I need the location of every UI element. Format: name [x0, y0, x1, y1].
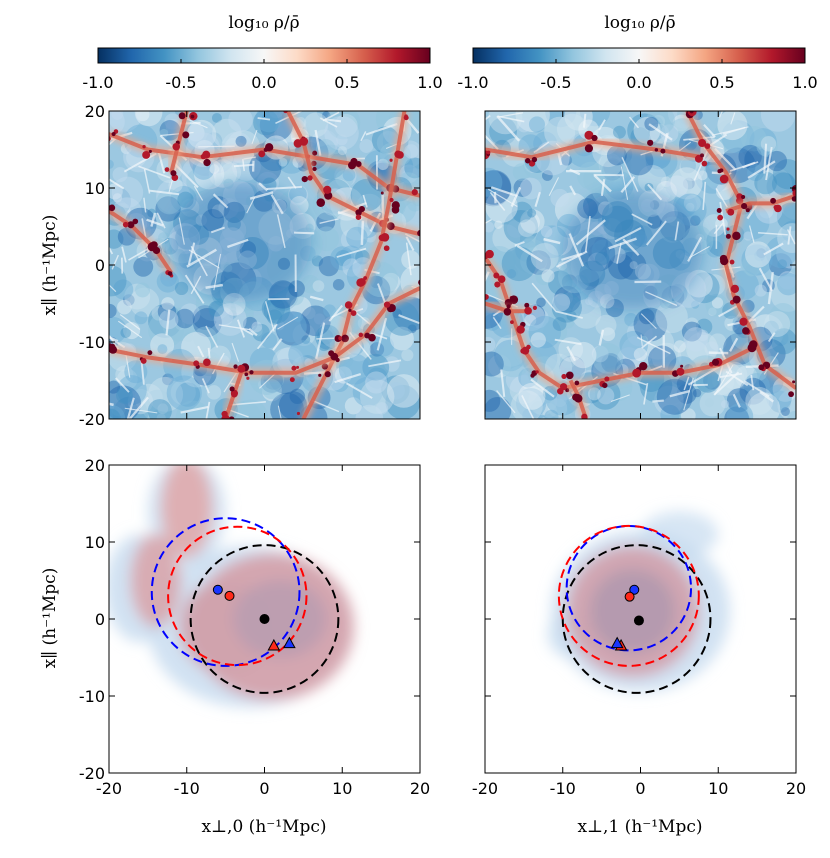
colorbar-tick-label: -0.5: [165, 73, 196, 92]
colorbar-tick-label: 0.5: [334, 73, 359, 92]
colorbar-right-label: log₁₀ ρ/ρ̄: [604, 13, 675, 33]
x-tick-label: 0: [259, 779, 269, 798]
void-radius-circle: [150, 517, 301, 667]
y-tick-label: 0: [95, 256, 105, 275]
panel-top-right: [484, 110, 797, 420]
center-point: [629, 584, 640, 595]
panel-bottom-left-xlabel: x⊥,0 (h⁻¹Mpc): [201, 817, 326, 837]
colorbar-tick-label: -1.0: [82, 73, 113, 92]
colorbar-tick-label: 0.5: [709, 73, 734, 92]
colorbar-right-ticks: -1.0 -0.5 0.0 0.5 1.0: [457, 59, 818, 92]
colorbar-tick-label: 0.0: [251, 73, 276, 92]
panel-bottom-right-xlabel: x⊥,1 (h⁻¹Mpc): [577, 817, 702, 837]
colorbar-right: log₁₀ ρ/ρ̄ -1.0 -0.5 0.0 0.5 1.0: [457, 13, 817, 92]
x-tick-label: -10: [550, 779, 576, 798]
y-tick-label: 10: [85, 533, 105, 552]
void-radius-circle: [561, 544, 712, 694]
x-tick-label: 20: [786, 779, 806, 798]
void-radius-circle: [189, 544, 340, 694]
colorbar-tick-label: 1.0: [792, 73, 817, 92]
x-tick-label: 20: [410, 779, 430, 798]
x-tick-label: -20: [472, 779, 498, 798]
void-radius-circle: [565, 525, 693, 652]
colorbar-left: log₁₀ ρ/ρ̄ -1.0 -0.5 0.0 0.5 1.0: [82, 13, 442, 92]
y-tick-label: 0: [95, 610, 105, 629]
panel-bottom-left-ylabel: x∥ (h⁻¹Mpc): [40, 568, 60, 669]
y-tick-label: -20: [79, 410, 105, 429]
x-tick-label: -10: [174, 779, 200, 798]
x-tick-label: 10: [332, 779, 352, 798]
triangle-point: [267, 638, 281, 651]
x-tick-label: 0: [635, 779, 645, 798]
center-point: [633, 615, 644, 626]
center-point: [624, 591, 635, 602]
panel-top-left: 20 10 0 -10 -20 x∥ (h⁻¹Mpc): [40, 102, 421, 429]
panel-top-left-ylabel: x∥ (h⁻¹Mpc): [40, 215, 60, 316]
triangle-point: [283, 636, 296, 649]
panel-bottom-left: 20 10 0 -10 -20-20 -10 0 10 20 x∥ (h⁻¹Mpc) x⊥,0 …: [40, 456, 430, 837]
colorbar-tick-label: -1.0: [457, 73, 488, 92]
colorbar-tick-label: 1.0: [417, 73, 442, 92]
void-radius-circle: [557, 524, 700, 667]
y-tick-label: -10: [79, 687, 105, 706]
colorbar-left-ticks: -1.0 -0.5 0.0 0.5 1.0: [82, 59, 443, 92]
center-point: [224, 590, 235, 601]
center-point: [259, 614, 270, 624]
y-tick-label: 10: [85, 179, 105, 198]
colorbar-left-label: log₁₀ ρ/ρ̄: [228, 13, 299, 33]
center-point: [212, 584, 223, 595]
x-tick-label: 10: [708, 779, 728, 798]
colorbar-tick-label: -0.5: [540, 73, 571, 92]
colorbar-tick-label: 0.0: [626, 73, 651, 92]
triangle-point: [610, 636, 624, 649]
panel-bottom-right: -20 -10 0 10 20 x⊥,1 (h⁻¹Mpc): [472, 464, 806, 837]
y-tick-label: -20: [79, 764, 105, 783]
void-radius-circle: [167, 525, 308, 667]
y-tick-label: 20: [85, 456, 105, 475]
x-tick-label: -20: [96, 779, 122, 798]
y-tick-label: -10: [79, 333, 105, 352]
y-tick-label: 20: [85, 102, 105, 121]
